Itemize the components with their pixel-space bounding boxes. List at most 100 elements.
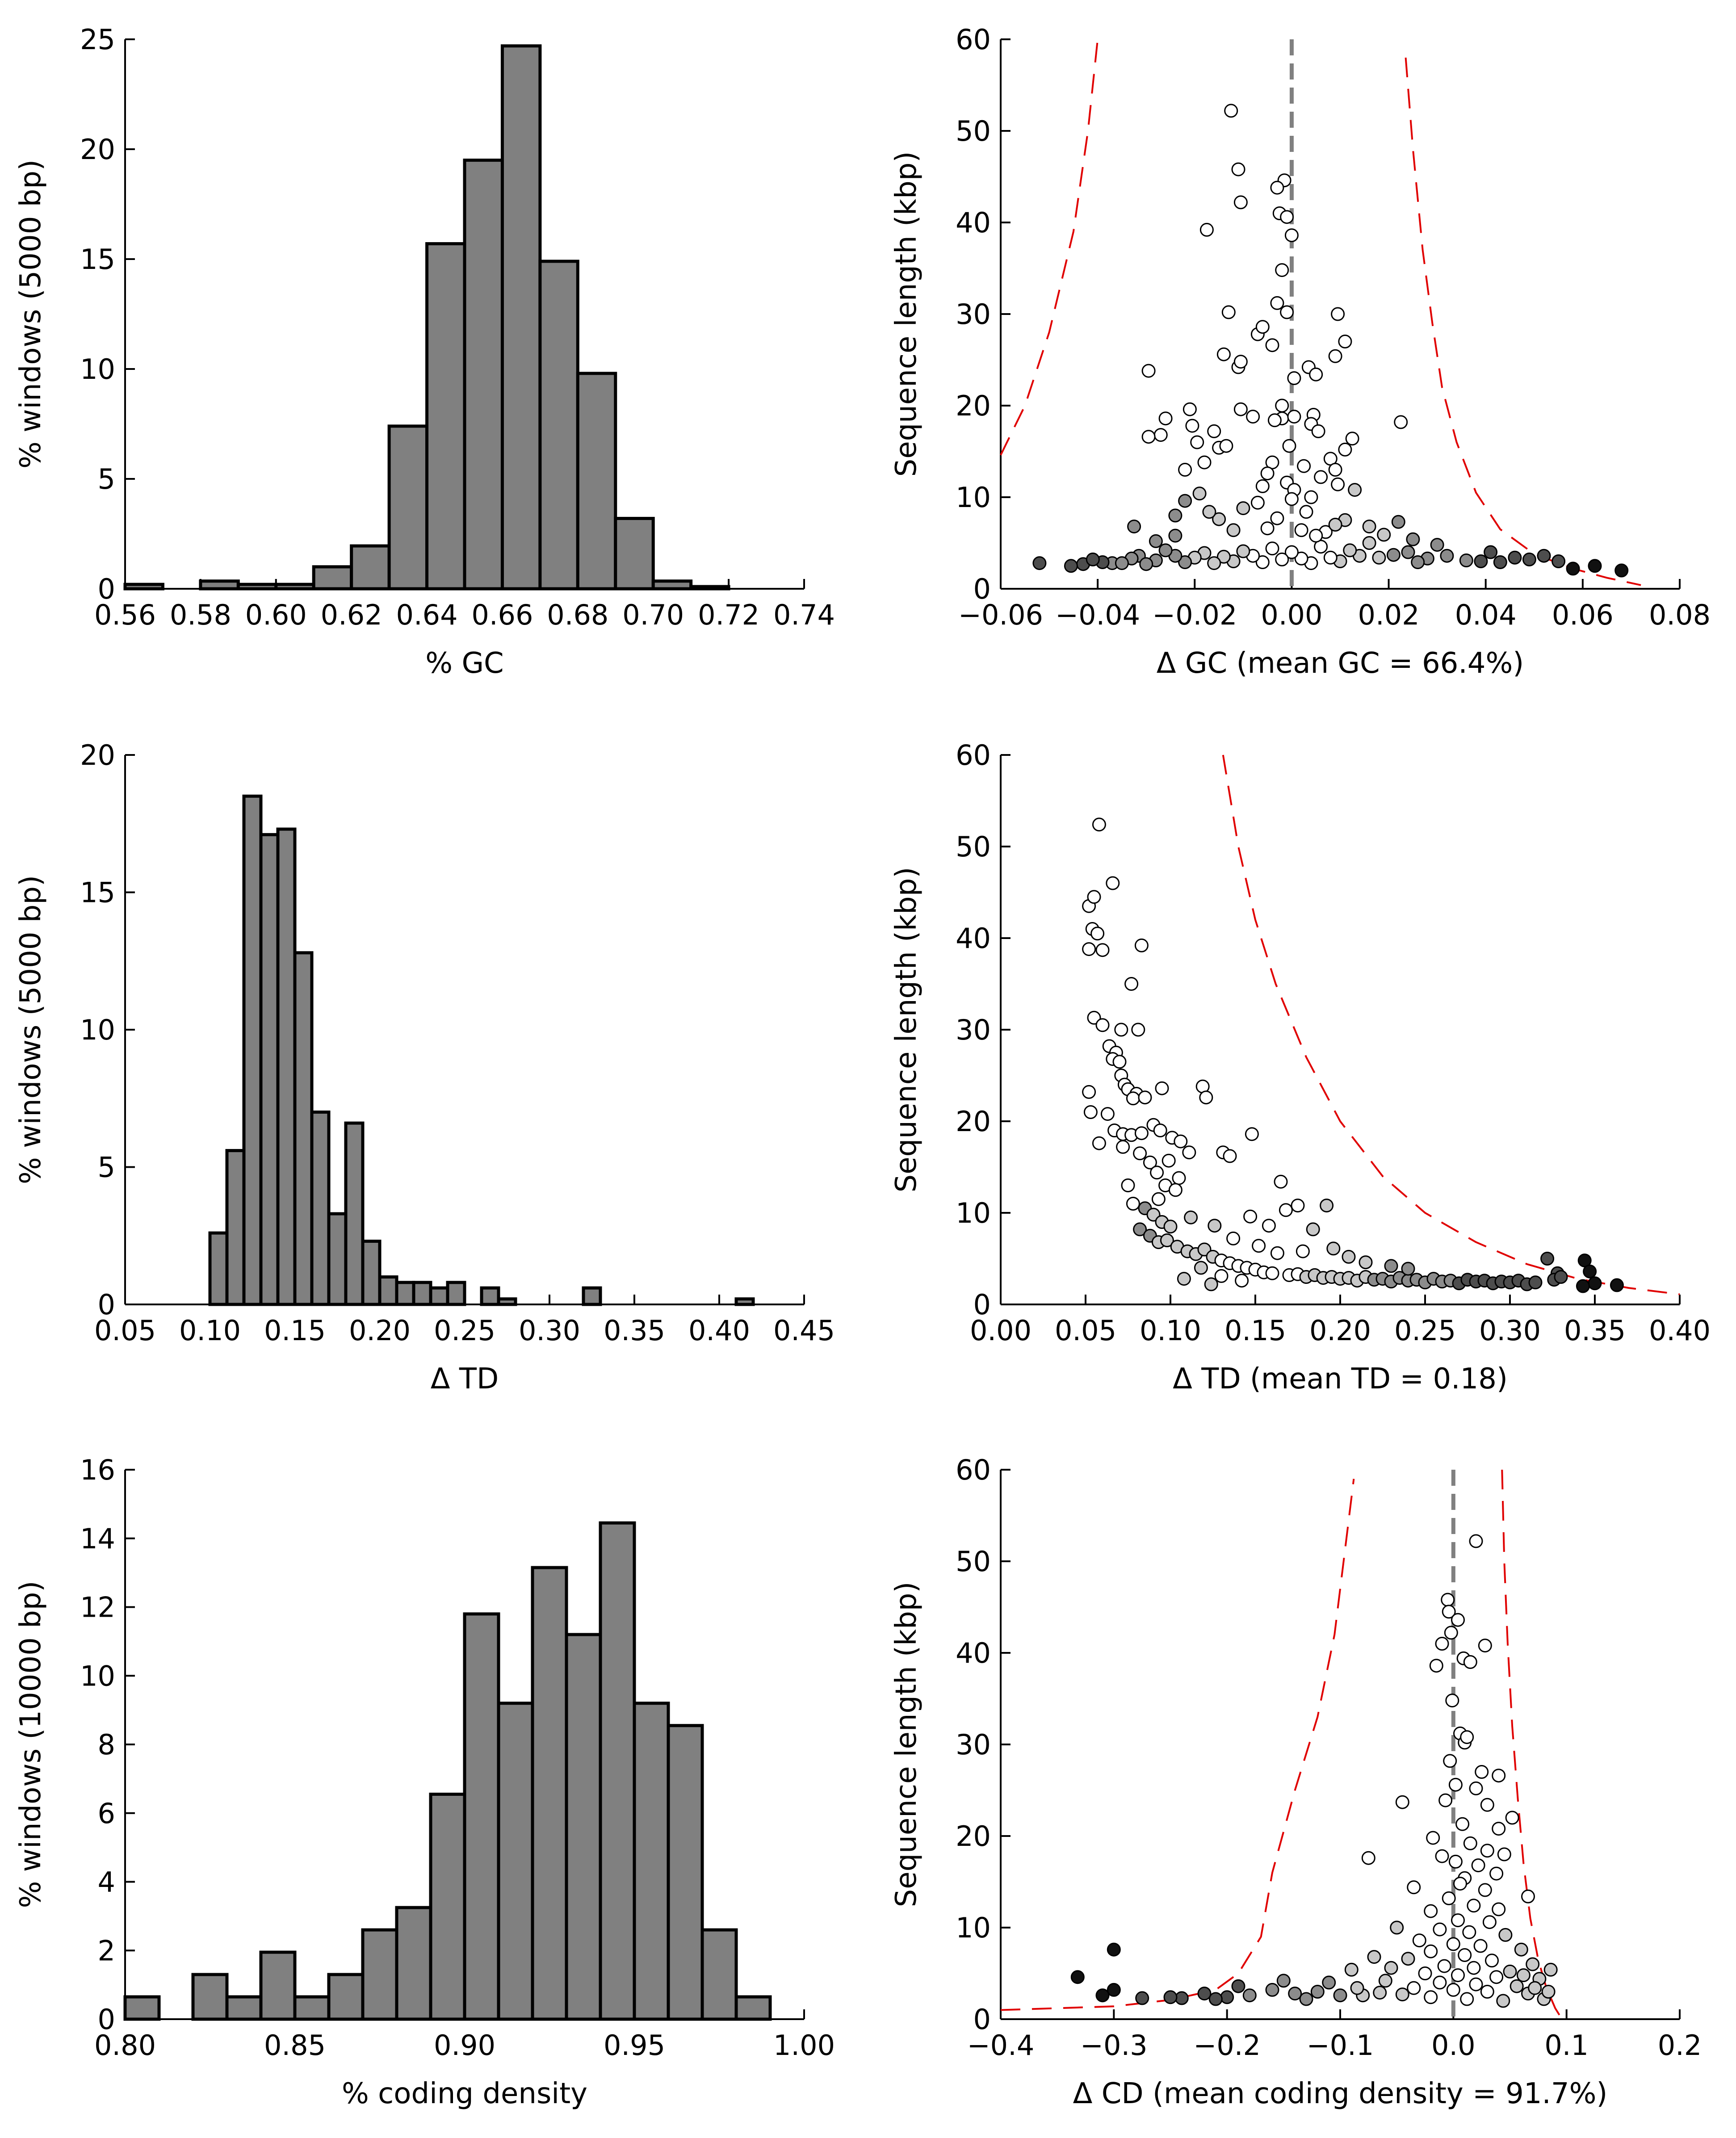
cd-scatter-point xyxy=(1498,1928,1513,1942)
td-hist-bar xyxy=(276,827,297,1306)
gc-scatter-point xyxy=(1362,536,1376,550)
cd-scatter-point xyxy=(1492,1902,1506,1916)
gc-hist-bar xyxy=(651,579,693,591)
td-scatter-ytick-label: 0 xyxy=(973,1288,991,1321)
gc-scatter-point xyxy=(1199,222,1214,237)
gc-scatter-point xyxy=(1233,195,1248,210)
cd-scatter-point xyxy=(1469,1534,1483,1548)
td-scatter-xtick-label: 0.05 xyxy=(1055,1314,1116,1347)
cd-scatter-point xyxy=(1445,1694,1459,1708)
td-scatter-point xyxy=(1528,1275,1543,1290)
gc-scatter-point xyxy=(1178,555,1192,569)
cd-hist-bar xyxy=(463,1612,500,2021)
gc-scatter-point xyxy=(1149,534,1163,548)
td-scatter-point xyxy=(1226,1231,1241,1245)
gc-scatter-point xyxy=(1287,410,1301,424)
td-scatter-point xyxy=(1245,1127,1259,1141)
cd-scatter-point xyxy=(1478,1883,1492,1897)
gc-scatter-point xyxy=(1221,305,1236,319)
td-scatter-point xyxy=(1262,1219,1276,1233)
td-hist-y-label: % windows (5000 bp) xyxy=(14,875,47,1184)
td-hist-xtick-label: 0.35 xyxy=(604,1314,665,1347)
gc-scatter-point xyxy=(1255,555,1270,569)
cd-scatter-point xyxy=(1424,1990,1438,2004)
cd-scatter-point xyxy=(1070,1970,1085,1984)
td-scatter-xtick-label: 0.15 xyxy=(1224,1314,1286,1347)
gc-scatter-point xyxy=(1314,470,1328,484)
cd-scatter-ytick-label: 50 xyxy=(956,1545,991,1578)
td-scatter-point xyxy=(1199,1090,1213,1105)
gc-scatter-point xyxy=(1255,479,1270,493)
cd-scatter-point xyxy=(1197,1987,1212,2001)
cd-scatter-point xyxy=(1163,1990,1178,2004)
td-scatter-xtick-label: 0.00 xyxy=(970,1314,1032,1347)
gc-hist-bar xyxy=(689,585,730,591)
gc-scatter-point xyxy=(1127,520,1141,534)
gc-scatter-point xyxy=(1440,549,1454,563)
gc-scatter-point xyxy=(1267,413,1282,428)
cd-scatter-x-label: Δ CD (mean coding density = 91.7%) xyxy=(1073,2077,1608,2110)
gc-scatter-xtick-label: 0.08 xyxy=(1649,599,1711,631)
gc-hist-xtick-label: 0.74 xyxy=(773,599,835,631)
gc-hist-bar xyxy=(425,242,466,591)
cd-scatter-point xyxy=(1344,1962,1359,1977)
gc-scatter-xtick-label: −0.02 xyxy=(1152,599,1237,631)
td-scatter-point xyxy=(1583,1264,1597,1279)
cd-scatter-point xyxy=(1543,1962,1558,1977)
gc-scatter-point xyxy=(1168,508,1182,523)
td-scatter-point xyxy=(1106,876,1120,890)
cd-scatter-point xyxy=(1407,1981,1421,1995)
gc-scatter-point xyxy=(1284,492,1299,506)
td-scatter-point xyxy=(1095,943,1110,957)
gc-hist-xtick-label: 0.72 xyxy=(698,599,759,631)
gc-scatter-point xyxy=(1260,466,1275,481)
cd-scatter-point xyxy=(1418,1966,1432,1980)
td-scatter-point xyxy=(1082,942,1096,956)
td-scatter-point xyxy=(1124,977,1139,991)
cd-hist-bar xyxy=(225,1995,263,2021)
td-hist-xtick-label: 0.45 xyxy=(773,1314,835,1347)
cd-hist-bar xyxy=(361,1928,398,2021)
td-scatter-point xyxy=(1133,1146,1147,1161)
td-scatter-ytick-label: 40 xyxy=(956,922,991,955)
td-scatter-point xyxy=(1126,1091,1140,1106)
cd-scatter-point xyxy=(1444,1626,1458,1640)
td-scatter-point xyxy=(1134,1126,1149,1140)
td-scatter-point xyxy=(1401,1262,1415,1276)
td-hist-bar xyxy=(225,1149,246,1306)
td-scatter-point xyxy=(1153,1123,1167,1137)
td-scatter-point xyxy=(1359,1255,1373,1270)
td-hist-bar xyxy=(259,833,280,1306)
cd-scatter-point xyxy=(1463,1655,1477,1669)
gc-scatter-point xyxy=(1280,305,1294,319)
td-scatter-point xyxy=(1095,1018,1110,1032)
cd-scatter-point xyxy=(1435,1849,1449,1863)
gc-scatter-point xyxy=(1265,338,1279,352)
gc-scatter-point xyxy=(1275,552,1289,566)
gc-hist-ytick-label: 15 xyxy=(80,243,115,276)
gc-scatter-point xyxy=(1182,402,1197,416)
gc-scatter-xtick-label: 0.00 xyxy=(1261,599,1322,631)
td-hist-bar xyxy=(327,1212,348,1306)
td-scatter-point xyxy=(1092,817,1106,832)
gc-scatter-point xyxy=(1233,355,1248,369)
cd-scatter-envelope-lower-curve xyxy=(1000,1479,1355,2011)
cd-scatter-point xyxy=(1446,1983,1460,1997)
td-scatter-xtick-label: 0.35 xyxy=(1564,1314,1626,1347)
gc-hist-x-label: % GC xyxy=(425,647,503,680)
cd-hist-bar xyxy=(123,1995,161,2021)
cd-hist-xtick-label: 0.80 xyxy=(94,2029,156,2062)
td-scatter-panel: 0 10 20 30 40 50 60 0.00 0.05 0.10 0.15 0.20 0.25 0.3… xyxy=(890,739,1711,1396)
td-scatter-point xyxy=(1306,1222,1320,1237)
gc-hist-bar xyxy=(274,583,315,591)
cd-scatter-xtick-label: −0.4 xyxy=(967,2029,1035,2062)
cd-scatter-point xyxy=(1460,1992,1474,2006)
gc-hist-bar xyxy=(500,44,542,591)
td-hist-bar xyxy=(293,951,314,1306)
gc-scatter-point xyxy=(1255,320,1270,334)
gc-scatter-point xyxy=(1032,556,1047,570)
td-scatter-point xyxy=(1265,1266,1279,1280)
td-scatter-point xyxy=(1150,1165,1164,1180)
gc-scatter-point xyxy=(1588,559,1602,573)
